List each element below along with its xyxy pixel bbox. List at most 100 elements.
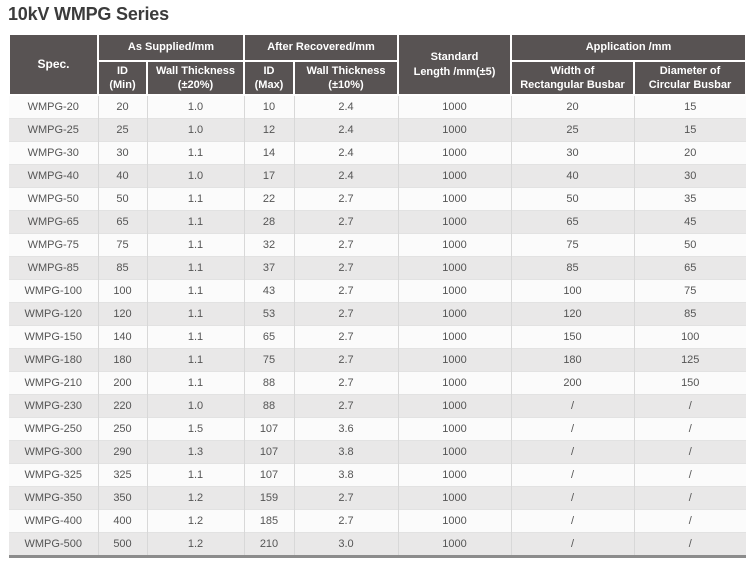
cell-wall-thickness-10: 2.7 [294,279,399,303]
cell-wall-thickness-10: 2.7 [294,394,399,418]
cell-standard-length: 1000 [398,463,512,487]
cell-id-max: 107 [244,417,295,441]
cell-wall-thickness-20: 1.2 [147,532,245,558]
cell-wall-thickness-10: 3.8 [294,440,399,464]
cell-standard-length: 1000 [398,210,512,234]
cell-standard-length: 1000 [398,417,512,441]
cell-width-rect-busbar: 40 [511,164,635,188]
cell-wall-thickness-10: 2.7 [294,325,399,349]
cell-id-max: 107 [244,463,295,487]
cell-dia-circ-busbar: 75 [634,279,746,303]
cell-id-max: 17 [244,164,295,188]
header-wall-thickness-20: Wall Thickness (±20%) [146,60,245,96]
cell-spec: WMPG-500 [9,532,99,558]
page-title: 10kV WMPG Series [8,4,169,24]
header-wall-thickness-10: Wall Thickness (±10%) [293,60,399,96]
cell-id-min: 30 [98,141,148,165]
header-spec: Spec. [8,33,99,96]
cell-wall-thickness-10: 3.6 [294,417,399,441]
cell-id-min: 25 [98,118,148,142]
cell-wall-thickness-10: 2.7 [294,302,399,326]
cell-spec: WMPG-230 [9,394,99,418]
cell-spec: WMPG-250 [9,417,99,441]
cell-width-rect-busbar: 200 [511,371,635,395]
table-row: WMPG-150 140 1.1 65 2.7 1000 150 100 [9,325,746,349]
cell-wall-thickness-20: 1.1 [147,233,245,257]
cell-standard-length: 1000 [398,509,512,533]
header-wall-thickness-10-line2: (±10%) [328,79,364,91]
cell-id-min: 40 [98,164,148,188]
cell-wall-thickness-10: 2.4 [294,141,399,165]
header-group-row: Spec. As Supplied/mm After Recovered/mm … [8,33,747,96]
cell-standard-length: 1000 [398,118,512,142]
header-id-max-line2: (Max) [254,79,284,91]
cell-id-min: 325 [98,463,148,487]
cell-dia-circ-busbar: 65 [634,256,746,280]
cell-wall-thickness-10: 2.4 [294,94,399,119]
header-id-min: ID (Min) [97,60,148,96]
cell-id-max: 88 [244,371,295,395]
cell-id-max: 43 [244,279,295,303]
cell-spec: WMPG-350 [9,486,99,510]
cell-wall-thickness-20: 1.1 [147,302,245,326]
table-row: WMPG-75 75 1.1 32 2.7 1000 75 50 [9,233,746,257]
cell-spec: WMPG-300 [9,440,99,464]
cell-standard-length: 1000 [398,532,512,558]
cell-id-max: 159 [244,486,295,510]
cell-spec: WMPG-75 [9,233,99,257]
table-row: WMPG-100 100 1.1 43 2.7 1000 100 75 [9,279,746,303]
cell-wall-thickness-10: 3.0 [294,532,399,558]
header-dia-circ-busbar-line2: Circular Busbar [648,79,732,91]
cell-dia-circ-busbar: / [634,440,746,464]
cell-wall-thickness-20: 1.3 [147,440,245,464]
header-id-min-line2: (Min) [109,79,136,91]
cell-dia-circ-busbar: / [634,394,746,418]
cell-id-min: 250 [98,417,148,441]
header-dia-circ-busbar-line1: Diameter of [659,64,721,77]
cell-dia-circ-busbar: 150 [634,371,746,395]
cell-wall-thickness-10: 2.7 [294,256,399,280]
cell-wall-thickness-10: 2.4 [294,118,399,142]
cell-wall-thickness-10: 2.7 [294,509,399,533]
table-row: WMPG-325 325 1.1 107 3.8 1000 / / [9,463,746,487]
cell-standard-length: 1000 [398,141,512,165]
cell-width-rect-busbar: 85 [511,256,635,280]
cell-wall-thickness-20: 1.1 [147,279,245,303]
cell-id-max: 65 [244,325,295,349]
cell-wall-thickness-20: 1.1 [147,325,245,349]
cell-width-rect-busbar: / [511,463,635,487]
cell-wall-thickness-20: 1.1 [147,256,245,280]
cell-wall-thickness-20: 1.0 [147,94,245,119]
cell-id-max: 10 [244,94,295,119]
cell-dia-circ-busbar: 45 [634,210,746,234]
cell-width-rect-busbar: 75 [511,233,635,257]
cell-dia-circ-busbar: / [634,509,746,533]
cell-dia-circ-busbar: 100 [634,325,746,349]
cell-id-max: 22 [244,187,295,211]
cell-width-rect-busbar: / [511,532,635,558]
cell-id-max: 12 [244,118,295,142]
cell-spec: WMPG-120 [9,302,99,326]
header-width-rect-busbar-line1: Width of [550,64,595,77]
cell-wall-thickness-10: 2.7 [294,348,399,372]
cell-dia-circ-busbar: 125 [634,348,746,372]
cell-id-min: 220 [98,394,148,418]
cell-dia-circ-busbar: 85 [634,302,746,326]
cell-id-max: 28 [244,210,295,234]
header-standard-length: Standard Length /mm(±5) [397,33,512,96]
cell-wall-thickness-10: 3.8 [294,463,399,487]
cell-standard-length: 1000 [398,371,512,395]
header-standard-length-line2: Length /mm(±5) [413,65,496,78]
table-row: WMPG-400 400 1.2 185 2.7 1000 / / [9,509,746,533]
cell-standard-length: 1000 [398,187,512,211]
header-wall-thickness-20-line1: Wall Thickness [155,64,236,77]
cell-width-rect-busbar: 65 [511,210,635,234]
cell-dia-circ-busbar: / [634,463,746,487]
cell-width-rect-busbar: 30 [511,141,635,165]
cell-id-min: 180 [98,348,148,372]
table-row: WMPG-250 250 1.5 107 3.6 1000 / / [9,417,746,441]
cell-wall-thickness-20: 1.2 [147,509,245,533]
cell-standard-length: 1000 [398,164,512,188]
cell-spec: WMPG-50 [9,187,99,211]
cell-id-max: 53 [244,302,295,326]
